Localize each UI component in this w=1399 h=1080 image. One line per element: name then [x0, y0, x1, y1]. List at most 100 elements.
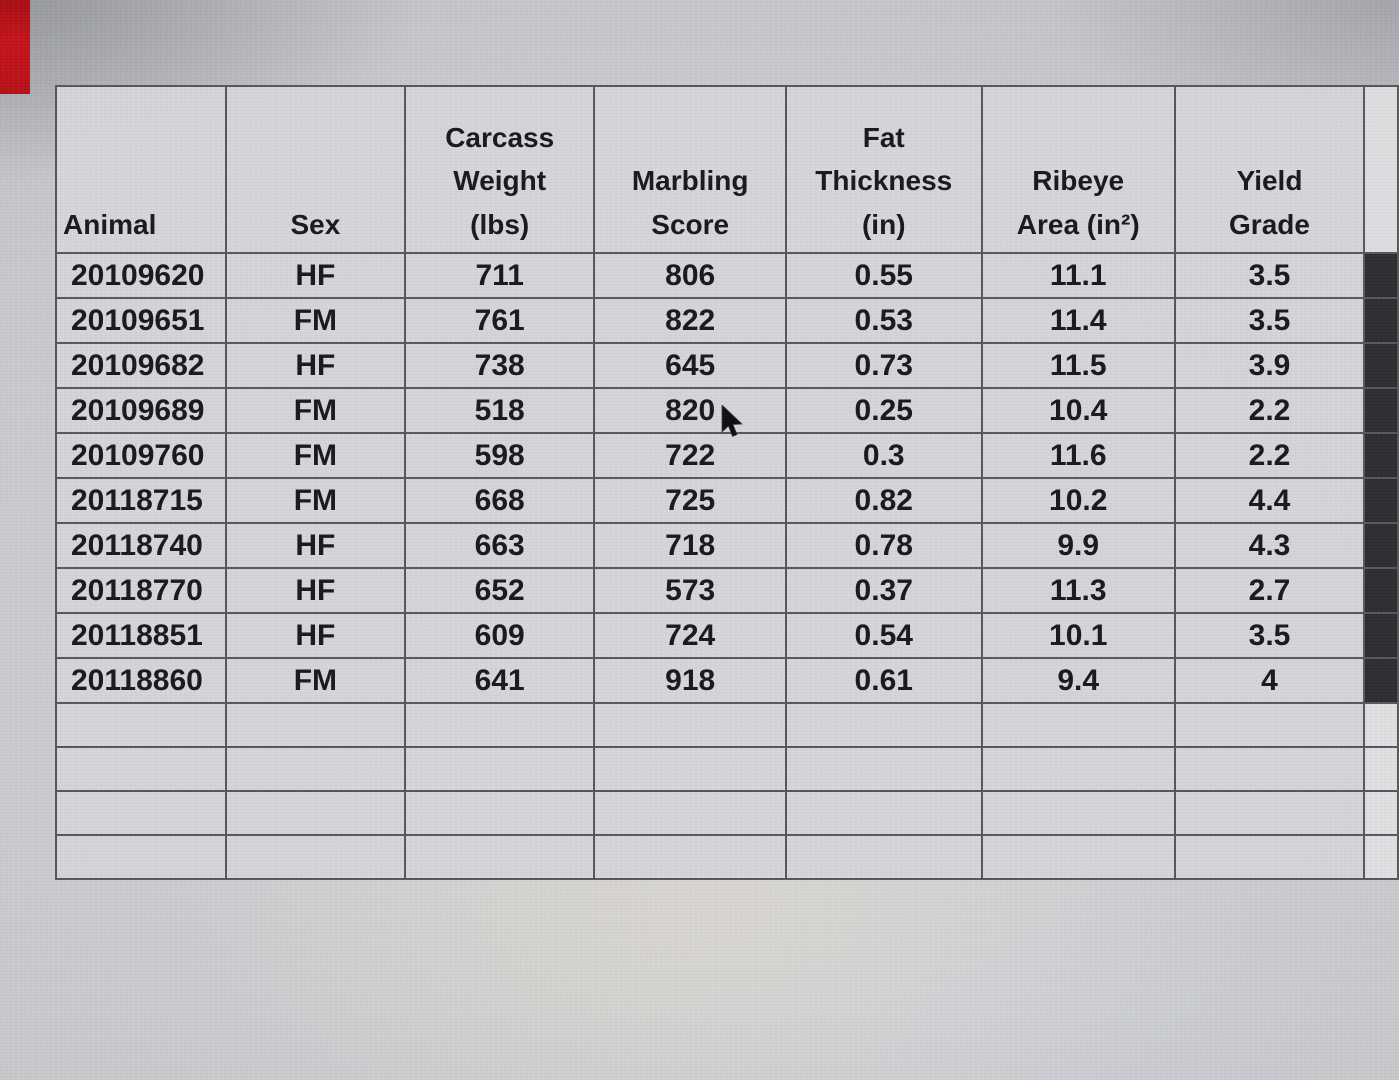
- cell-marbling-score[interactable]: 918: [593, 657, 787, 704]
- cell-marbling-score[interactable]: 724: [593, 612, 787, 659]
- cell-marbling-score[interactable]: 806: [593, 252, 787, 299]
- cell-marbling-score[interactable]: 645: [593, 342, 787, 389]
- empty-cell[interactable]: [1173, 702, 1366, 748]
- empty-cell[interactable]: [784, 746, 983, 792]
- cell-animal[interactable]: 20118740: [55, 522, 227, 569]
- cell-marbling-score[interactable]: 573: [593, 567, 787, 614]
- column-header-partial[interactable]: [1363, 85, 1399, 254]
- cell-fat-thickness[interactable]: 0.37: [784, 567, 983, 614]
- cell-carcass-weight[interactable]: 663: [403, 522, 596, 569]
- cell-yield-grade[interactable]: 2.7: [1173, 567, 1366, 614]
- empty-cell[interactable]: [784, 790, 983, 836]
- cell-yield-grade[interactable]: 4.4: [1173, 477, 1366, 524]
- cell-fat-thickness[interactable]: 0.54: [784, 612, 983, 659]
- column-header-yield-grade[interactable]: Yield Grade: [1173, 85, 1366, 254]
- cell-sex[interactable]: FM: [224, 477, 406, 524]
- empty-cell[interactable]: [593, 834, 787, 880]
- column-header-carcass-weight[interactable]: Carcass Weight (lbs): [403, 85, 596, 254]
- empty-cell[interactable]: [403, 702, 596, 748]
- cell-marbling-score[interactable]: 722: [593, 432, 787, 479]
- cell-yield-grade[interactable]: 4.3: [1173, 522, 1366, 569]
- cell-marbling-score[interactable]: 718: [593, 522, 787, 569]
- empty-cell[interactable]: [224, 702, 406, 748]
- column-header-fat-thickness[interactable]: Fat Thickness (in): [784, 85, 983, 254]
- empty-cell[interactable]: [403, 790, 596, 836]
- cell-carcass-weight[interactable]: 711: [403, 252, 596, 299]
- cell-carcass-weight[interactable]: 609: [403, 612, 596, 659]
- cell-yield-grade[interactable]: 2.2: [1173, 432, 1366, 479]
- cell-animal[interactable]: 20109620: [55, 252, 227, 299]
- cell-fat-thickness[interactable]: 0.61: [784, 657, 983, 704]
- empty-cell[interactable]: [980, 790, 1176, 836]
- cell-animal[interactable]: 20118770: [55, 567, 227, 614]
- cell-marbling-score[interactable]: 820: [593, 387, 787, 434]
- cell-sex[interactable]: HF: [224, 342, 406, 389]
- cell-sex[interactable]: HF: [224, 612, 406, 659]
- empty-cell[interactable]: [224, 834, 406, 880]
- empty-cell[interactable]: [980, 834, 1176, 880]
- cell-fat-thickness[interactable]: 0.3: [784, 432, 983, 479]
- cell-ribeye-area[interactable]: 9.4: [980, 657, 1176, 704]
- cell-marbling-score[interactable]: 725: [593, 477, 787, 524]
- cell-animal[interactable]: 20118851: [55, 612, 227, 659]
- cell-sex[interactable]: HF: [224, 567, 406, 614]
- cell-sex[interactable]: HF: [224, 522, 406, 569]
- empty-cell[interactable]: [980, 702, 1176, 748]
- empty-cell[interactable]: [593, 702, 787, 748]
- cell-yield-grade[interactable]: 3.5: [1173, 612, 1366, 659]
- cell-fat-thickness[interactable]: 0.78: [784, 522, 983, 569]
- empty-cell[interactable]: [403, 834, 596, 880]
- cell-carcass-weight[interactable]: 598: [403, 432, 596, 479]
- cell-ribeye-area[interactable]: 10.1: [980, 612, 1176, 659]
- empty-cell[interactable]: [224, 790, 406, 836]
- column-header-marbling-score[interactable]: Marbling Score: [593, 85, 787, 254]
- empty-cell[interactable]: [784, 834, 983, 880]
- cell-sex[interactable]: FM: [224, 432, 406, 479]
- empty-cell[interactable]: [55, 790, 227, 836]
- cell-sex[interactable]: HF: [224, 252, 406, 299]
- cell-carcass-weight[interactable]: 761: [403, 297, 596, 344]
- cell-animal[interactable]: 20109651: [55, 297, 227, 344]
- empty-cell[interactable]: [1173, 790, 1366, 836]
- empty-cell[interactable]: [403, 746, 596, 792]
- empty-cell[interactable]: [1173, 834, 1366, 880]
- cell-animal[interactable]: 20118715: [55, 477, 227, 524]
- empty-cell[interactable]: [593, 790, 787, 836]
- cell-ribeye-area[interactable]: 11.3: [980, 567, 1176, 614]
- cell-carcass-weight[interactable]: 738: [403, 342, 596, 389]
- cell-animal[interactable]: 20109682: [55, 342, 227, 389]
- cell-ribeye-area[interactable]: 11.6: [980, 432, 1176, 479]
- empty-cell[interactable]: [784, 702, 983, 748]
- cell-animal[interactable]: 20118860: [55, 657, 227, 704]
- cell-carcass-weight[interactable]: 652: [403, 567, 596, 614]
- cell-sex[interactable]: FM: [224, 657, 406, 704]
- empty-cell[interactable]: [55, 834, 227, 880]
- cell-carcass-weight[interactable]: 641: [403, 657, 596, 704]
- empty-cell[interactable]: [980, 746, 1176, 792]
- cell-fat-thickness[interactable]: 0.53: [784, 297, 983, 344]
- empty-cell[interactable]: [55, 702, 227, 748]
- empty-cell[interactable]: [1173, 746, 1366, 792]
- empty-cell[interactable]: [55, 746, 227, 792]
- column-header-sex[interactable]: Sex: [224, 85, 406, 254]
- cell-ribeye-area[interactable]: 11.4: [980, 297, 1176, 344]
- cell-animal[interactable]: 20109689: [55, 387, 227, 434]
- cell-yield-grade[interactable]: 4: [1173, 657, 1366, 704]
- cell-sex[interactable]: FM: [224, 387, 406, 434]
- cell-ribeye-area[interactable]: 9.9: [980, 522, 1176, 569]
- column-header-ribeye-area[interactable]: Ribeye Area (in²): [980, 85, 1176, 254]
- cell-ribeye-area[interactable]: 10.4: [980, 387, 1176, 434]
- cell-yield-grade[interactable]: 2.2: [1173, 387, 1366, 434]
- cell-fat-thickness[interactable]: 0.25: [784, 387, 983, 434]
- cell-animal[interactable]: 20109760: [55, 432, 227, 479]
- cell-carcass-weight[interactable]: 518: [403, 387, 596, 434]
- cell-yield-grade[interactable]: 3.5: [1173, 297, 1366, 344]
- cell-yield-grade[interactable]: 3.5: [1173, 252, 1366, 299]
- cell-ribeye-area[interactable]: 11.1: [980, 252, 1176, 299]
- empty-cell[interactable]: [593, 746, 787, 792]
- cell-ribeye-area[interactable]: 11.5: [980, 342, 1176, 389]
- cell-marbling-score[interactable]: 822: [593, 297, 787, 344]
- cell-sex[interactable]: FM: [224, 297, 406, 344]
- cell-carcass-weight[interactable]: 668: [403, 477, 596, 524]
- cell-ribeye-area[interactable]: 10.2: [980, 477, 1176, 524]
